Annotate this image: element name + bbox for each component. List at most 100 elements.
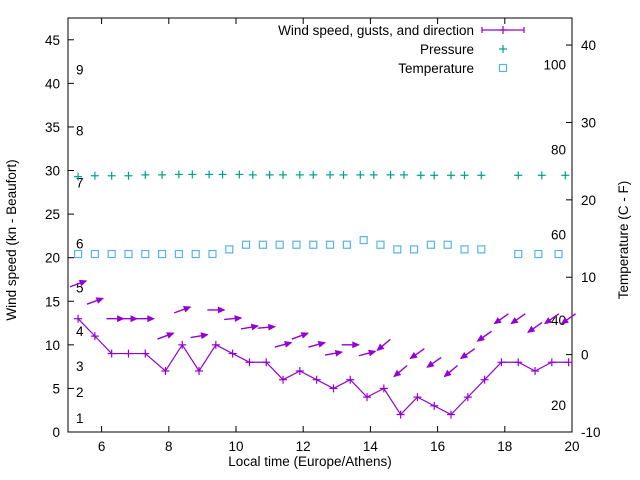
wind-speed-point — [329, 384, 338, 393]
wind-direction-arrow — [69, 279, 88, 288]
chart-legend: Wind speed, gusts, and direction Pressure… — [278, 23, 525, 76]
wind-speed-point — [74, 314, 83, 323]
temperature-point — [225, 245, 234, 254]
y2-tick-label: 20 — [581, 193, 596, 208]
wind-speed-point — [480, 375, 489, 384]
wind-direction-arrow — [409, 348, 425, 360]
legend-label: Temperature — [398, 61, 474, 76]
wind-speed-point — [396, 410, 405, 419]
wind-direction-arrow — [240, 323, 260, 331]
wind-speed-point — [295, 366, 304, 375]
beaufort-label: 6 — [76, 237, 84, 252]
x-tick-label: 8 — [165, 439, 173, 454]
temperature-point — [73, 249, 83, 259]
wind-speed-point — [346, 375, 355, 384]
x-axis-title: Local time (Europe/Athens) — [228, 454, 392, 469]
temperature-point — [514, 249, 523, 259]
beaufort-label: 5 — [76, 280, 84, 295]
wind-speed-point — [312, 375, 321, 384]
pressure-point — [188, 170, 197, 179]
legend-symbol — [499, 45, 507, 53]
y2-tick-label: 30 — [581, 115, 596, 130]
temperature-point — [309, 240, 318, 249]
beaufort-label: 4 — [76, 324, 84, 339]
wind-direction-arrow — [527, 321, 543, 333]
fahrenheit-label: 100 — [543, 57, 566, 72]
pressure-point — [205, 170, 214, 179]
pressure-point — [386, 170, 395, 179]
beaufort-label: 9 — [76, 62, 84, 77]
y2-axis-ticks: -10 0 10 20 30 40 — [566, 38, 601, 440]
wind-speed-point — [228, 349, 237, 358]
x-tick-label: 14 — [363, 439, 379, 454]
pressure-point — [514, 171, 523, 180]
pressure-point — [279, 170, 288, 179]
wind-direction-arrow — [224, 315, 243, 322]
wind-speed-point — [447, 410, 456, 419]
wind-speed-point — [262, 358, 271, 367]
temperature-point — [554, 249, 563, 259]
wind-direction-arrow — [443, 364, 459, 378]
series-wind-speed — [74, 314, 573, 419]
beaufort-label: 8 — [76, 123, 84, 138]
wind-direction-arrow — [376, 338, 391, 352]
x-tick-label: 12 — [296, 439, 311, 454]
wind-direction-arrow — [86, 297, 105, 305]
wind-speed-point — [279, 375, 288, 384]
wind-speed-point — [547, 358, 556, 367]
beaufort-label: 2 — [76, 385, 84, 400]
temperature-point — [534, 249, 543, 259]
wind-speed-point — [379, 384, 388, 393]
x-axis-ticks: 6 8 10 12 14 16 18 20 — [98, 18, 580, 454]
pressure-point — [90, 171, 99, 180]
temperature-point — [107, 249, 116, 259]
y-axis-ticks: 0 5 10 15 20 25 30 35 40 45 — [45, 33, 74, 440]
x-tick-label: 20 — [564, 439, 579, 454]
wind-speed-point — [211, 340, 220, 349]
wind-direction-arrow — [291, 332, 309, 340]
temperature-point — [460, 245, 469, 254]
wind-speed-point — [178, 340, 187, 349]
wind-direction-arrow — [274, 341, 293, 348]
temperature-point — [342, 240, 351, 249]
x-tick-label: 10 — [228, 439, 243, 454]
wind-direction-arrow — [207, 306, 226, 314]
pressure-point — [477, 171, 486, 180]
temperature-point — [325, 240, 335, 249]
wind-speed-point — [161, 366, 170, 375]
pressure-point — [356, 170, 365, 179]
wind-speed-point — [141, 349, 150, 358]
beaufort-label: 1 — [76, 411, 84, 426]
x-tick-label: 18 — [497, 439, 512, 454]
temperature-point — [376, 240, 385, 249]
pressure-point — [248, 170, 257, 179]
wind-direction-arrow — [190, 332, 209, 340]
fahrenheit-label: 60 — [551, 228, 566, 243]
pressure-point — [537, 171, 546, 180]
fahrenheit-label: 20 — [551, 398, 566, 413]
y-axis-title: Wind speed (kn - Beaufort) — [4, 159, 19, 320]
wind-direction-arrow — [459, 348, 476, 360]
y-tick-label: 30 — [45, 164, 60, 179]
wind-direction-arrow — [358, 349, 377, 357]
wind-speed-point — [514, 358, 523, 367]
pressure-point — [416, 171, 425, 180]
wind-speed-point — [497, 358, 506, 367]
wind-speed-point — [124, 349, 133, 358]
y-tick-label: 45 — [45, 33, 60, 48]
wind-speed-point — [195, 366, 204, 375]
wind-speed-point — [531, 366, 540, 375]
temperature-point — [292, 240, 301, 249]
pressure-point — [400, 170, 408, 179]
y2-tick-label: 10 — [581, 270, 596, 285]
pressure-point — [265, 170, 274, 179]
y-tick-label: 5 — [52, 381, 60, 396]
wind-speed-point — [430, 401, 439, 410]
wind-speed-point — [413, 393, 422, 402]
plot-frame — [67, 17, 573, 433]
x-tick-label: 6 — [98, 439, 106, 454]
